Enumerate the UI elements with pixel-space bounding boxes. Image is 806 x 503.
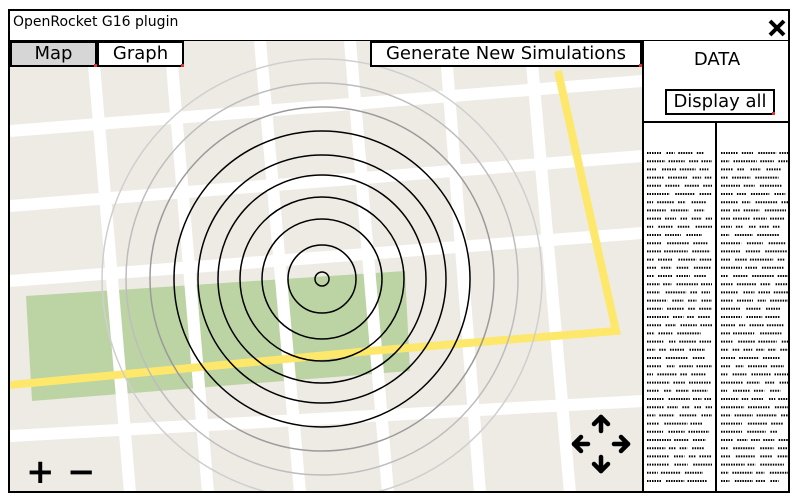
- zoom-in-button[interactable]: +: [26, 452, 55, 492]
- title-bar: OpenRocket G16 plugin: [10, 11, 788, 41]
- close-icon[interactable]: [766, 17, 788, 39]
- landing-rings: [101, 58, 543, 491]
- zoom-out-button[interactable]: −: [67, 452, 96, 492]
- display-all-button[interactable]: Display all: [665, 89, 775, 115]
- map-tab-label: Map: [34, 43, 73, 64]
- map-view[interactable]: [10, 41, 642, 491]
- column-divider: [715, 123, 717, 491]
- pan-arrows-icon[interactable]: [568, 411, 634, 477]
- resize-corner: [639, 64, 642, 67]
- graph-tab-label: Graph: [112, 43, 169, 64]
- app-window: OpenRocket G16 plugin: [8, 9, 790, 493]
- window-title: OpenRocket G16 plugin: [13, 14, 179, 30]
- resize-corner: [772, 112, 775, 115]
- generate-simulations-button[interactable]: Generate New Simulations: [370, 41, 642, 67]
- map-canvas: [10, 41, 642, 491]
- data-panel-title: DATA: [693, 49, 741, 70]
- display-all-label: Display all: [673, 91, 767, 112]
- placeholder-text-lines: [647, 152, 788, 482]
- road-network: [10, 41, 642, 491]
- generate-simulations-label: Generate New Simulations: [385, 43, 627, 64]
- graph-tab[interactable]: Graph: [97, 41, 184, 67]
- data-panel: DATA Display all: [642, 41, 788, 491]
- map-tab[interactable]: Map: [10, 41, 97, 67]
- highway: [10, 70, 621, 389]
- resize-corner: [181, 64, 184, 67]
- data-table[interactable]: [644, 121, 788, 491]
- resize-corner: [94, 64, 97, 67]
